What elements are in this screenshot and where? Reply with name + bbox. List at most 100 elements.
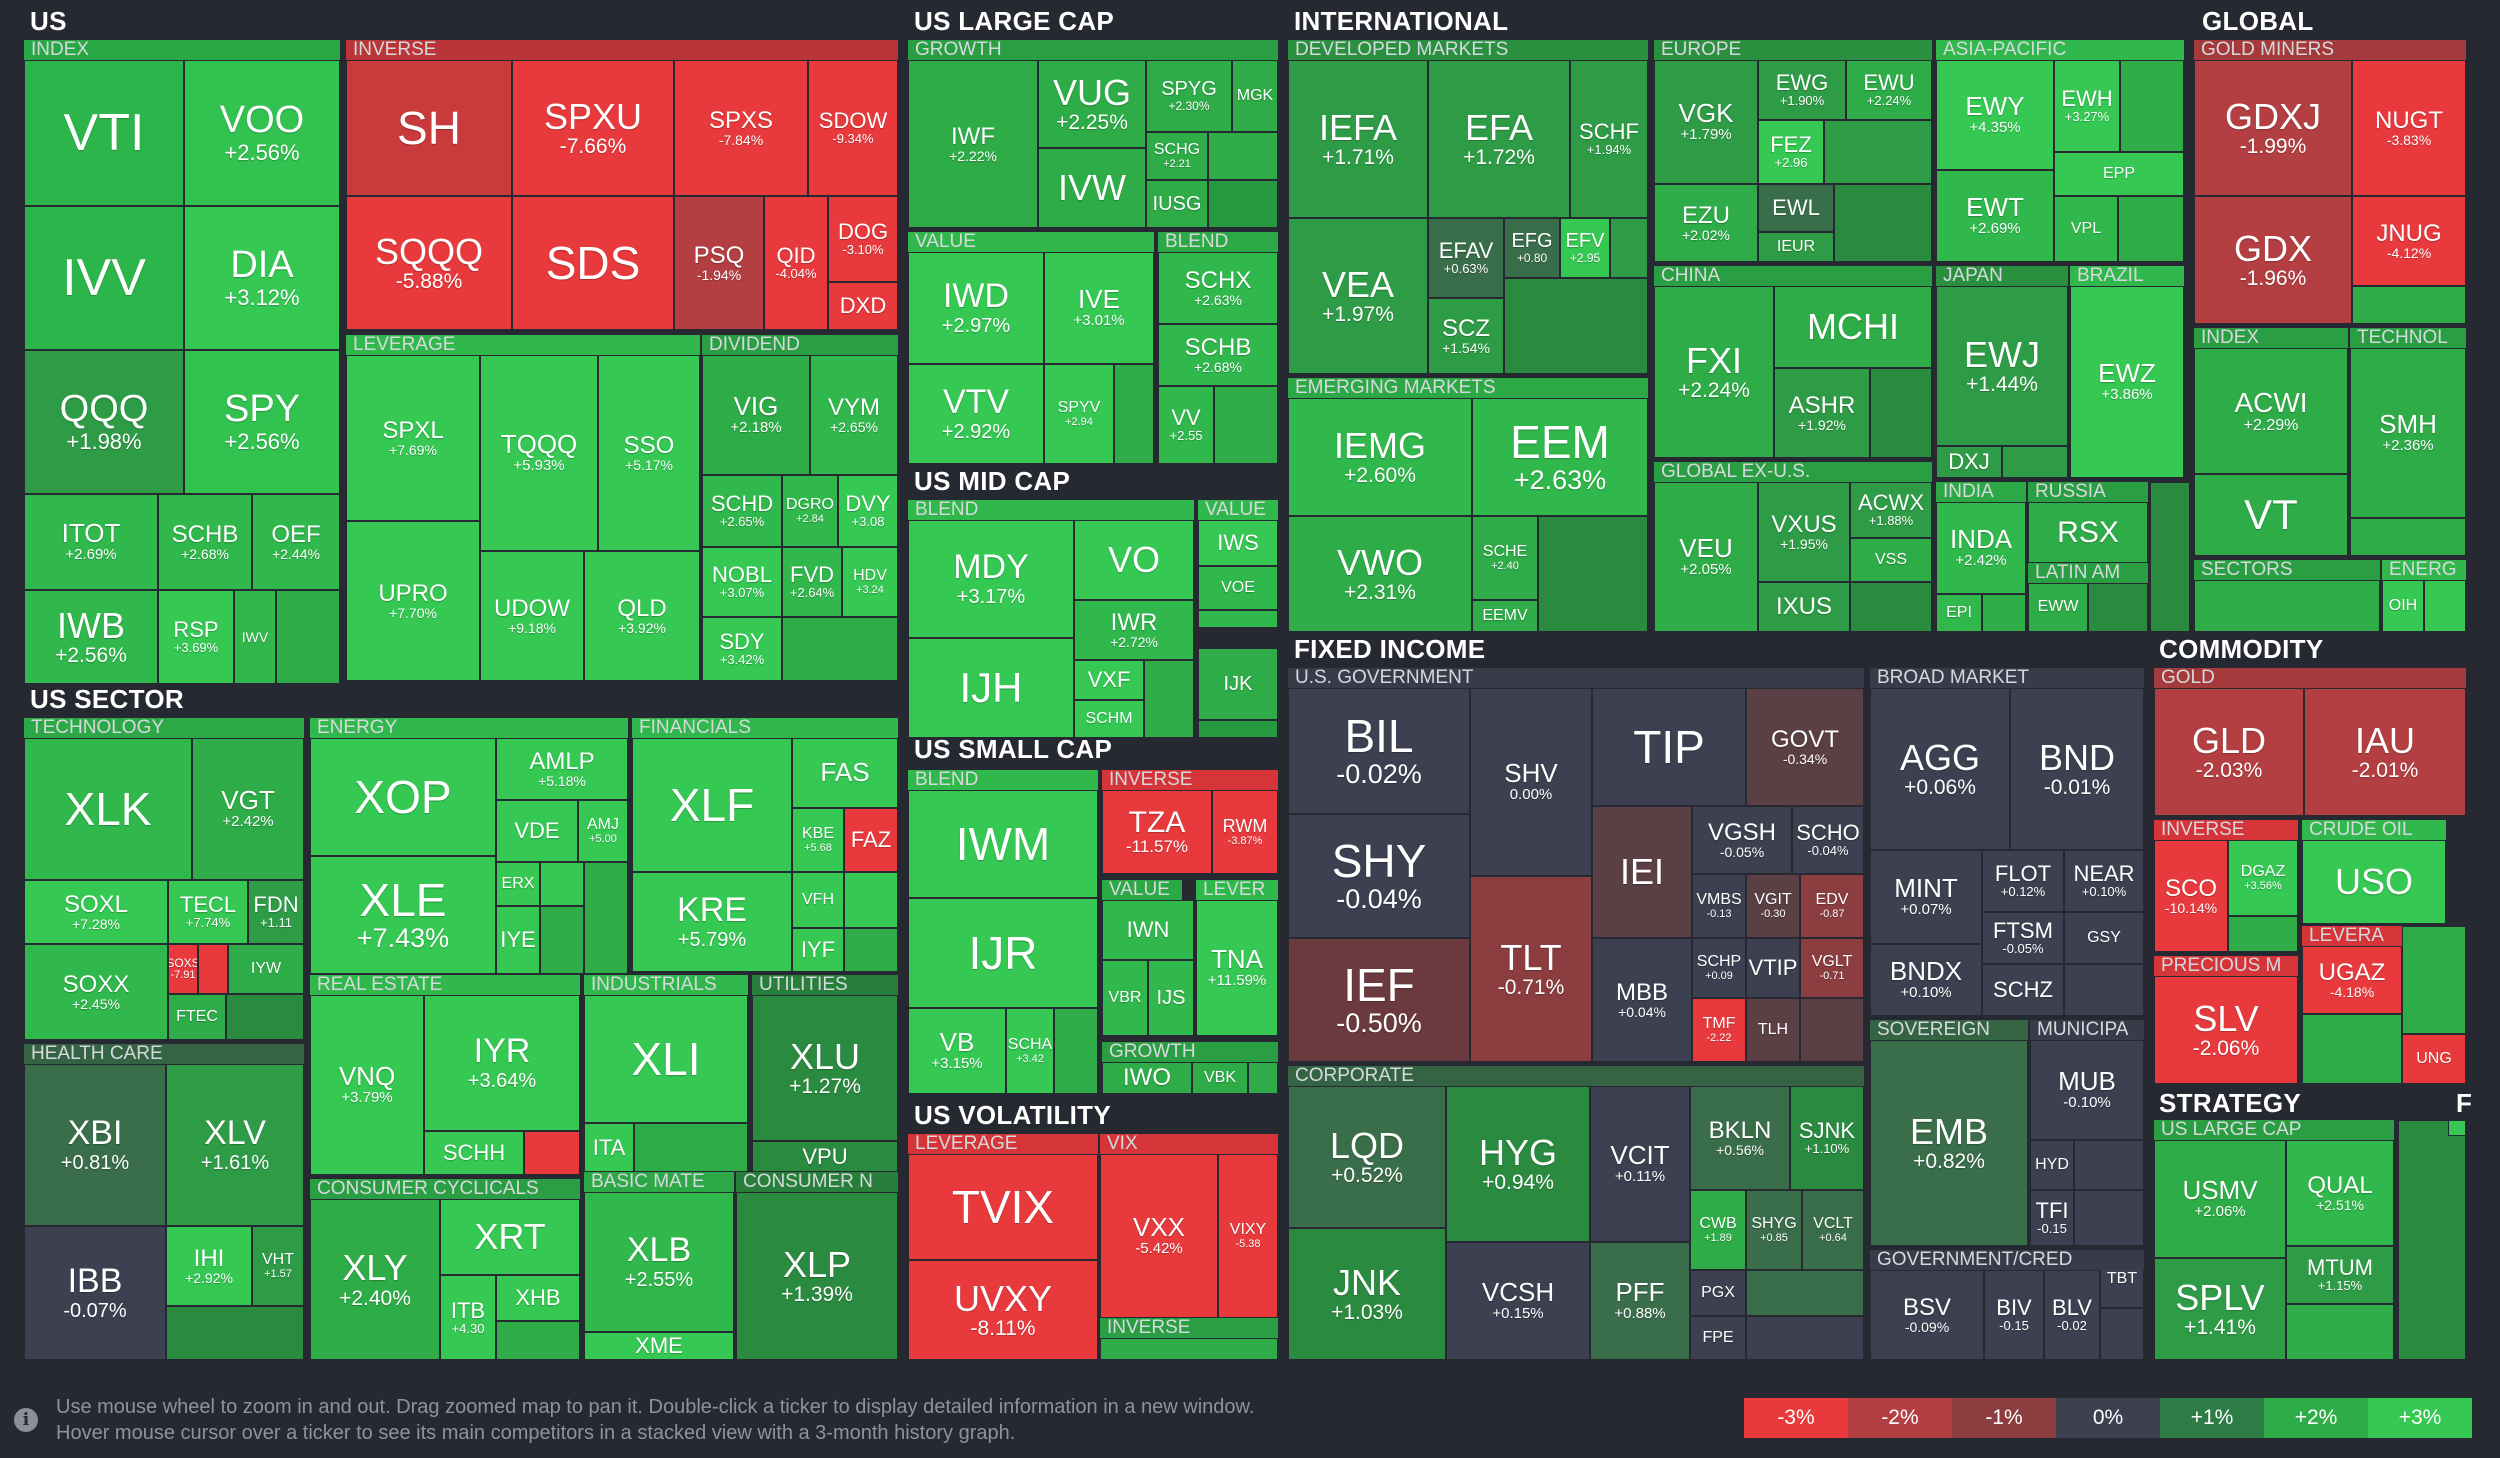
- ticker-vig[interactable]: VIG +2.18%: [702, 355, 810, 475]
- ticker-cell[interactable]: [2286, 1304, 2394, 1360]
- ticker-cell[interactable]: [1198, 610, 1278, 628]
- ticker-dxd[interactable]: DXD: [828, 282, 898, 330]
- ticker-soxl[interactable]: SOXL +7.28%: [24, 880, 168, 944]
- ticker-cell[interactable]: [1870, 368, 1932, 458]
- ticker-fpe[interactable]: FPE: [1690, 1316, 1746, 1360]
- ticker-spyg[interactable]: SPYG +2.30%: [1146, 60, 1232, 132]
- ticker-sdy[interactable]: SDY +3.42%: [702, 617, 782, 681]
- ticker-mdy[interactable]: MDY +3.17%: [908, 520, 1074, 638]
- ticker-flot[interactable]: FLOT +0.12%: [1982, 850, 2064, 912]
- ticker-ftec[interactable]: FTEC: [168, 994, 226, 1040]
- ticker-sh[interactable]: SH: [346, 60, 512, 196]
- ticker-ieur[interactable]: IEUR: [1758, 232, 1834, 262]
- ticker-hyd[interactable]: HYD: [2030, 1140, 2074, 1190]
- ticker-iefa[interactable]: IEFA +1.71%: [1288, 60, 1428, 218]
- ticker-nobl[interactable]: NOBL +3.07%: [702, 547, 782, 617]
- ticker-pgx[interactable]: PGX: [1690, 1270, 1746, 1316]
- ticker-psq[interactable]: PSQ -1.94%: [674, 196, 764, 330]
- ticker-epp[interactable]: EPP: [2054, 152, 2184, 196]
- ticker-rwm[interactable]: RWM -3.87%: [1212, 790, 1278, 874]
- ticker-efav[interactable]: EFAV +0.63%: [1428, 218, 1504, 298]
- ticker-dog[interactable]: DOG -3.10%: [828, 196, 898, 282]
- ticker-soxs[interactable]: SOXS -7.91: [168, 944, 198, 994]
- ticker-cell[interactable]: [1746, 1270, 1864, 1316]
- ticker-cell[interactable]: [2302, 1014, 2402, 1084]
- ticker-schd[interactable]: SCHD +2.65%: [702, 475, 782, 547]
- ticker-vt[interactable]: VT: [2194, 474, 2348, 556]
- ticker-ewj[interactable]: EWJ +1.44%: [1936, 286, 2068, 446]
- ticker-amlp[interactable]: AMLP +5.18%: [496, 738, 628, 800]
- ticker-ewg[interactable]: EWG +1.90%: [1758, 60, 1846, 120]
- ticker-spxs[interactable]: SPXS -7.84%: [674, 60, 808, 196]
- ticker-iwb[interactable]: IWB +2.56%: [24, 590, 158, 684]
- ticker-vtip[interactable]: VTIP: [1746, 938, 1800, 998]
- ticker-vtv[interactable]: VTV +2.92%: [908, 364, 1044, 464]
- ticker-mtum[interactable]: MTUM +1.15%: [2286, 1246, 2394, 1304]
- ticker-cell[interactable]: [1198, 720, 1278, 738]
- ticker-vug[interactable]: VUG +2.25%: [1038, 60, 1146, 148]
- ticker-vwo[interactable]: VWO +2.31%: [1288, 516, 1472, 632]
- ticker-vv[interactable]: VV +2.55: [1158, 386, 1214, 464]
- ticker-shy[interactable]: SHY -0.04%: [1288, 814, 1470, 938]
- ticker-bsv[interactable]: BSV -0.09%: [1870, 1270, 1984, 1360]
- ticker-cell[interactable]: [2194, 580, 2380, 632]
- ticker-agg[interactable]: AGG +0.06%: [1870, 688, 2010, 850]
- ticker-emb[interactable]: EMB +0.82%: [1870, 1040, 2028, 1246]
- ticker-cell[interactable]: [198, 944, 228, 994]
- ticker-efv[interactable]: EFV +2.95: [1560, 218, 1610, 278]
- ticker-itb[interactable]: ITB +4.30: [440, 1275, 496, 1360]
- ticker-eem[interactable]: EEM +2.63%: [1472, 398, 1648, 516]
- ticker-kre[interactable]: KRE +5.79%: [632, 872, 792, 972]
- ticker-upro[interactable]: UPRO +7.70%: [346, 521, 480, 681]
- ticker-amj[interactable]: AMJ +5.00: [578, 800, 628, 862]
- ticker-dxj[interactable]: DXJ: [1936, 446, 2002, 478]
- ticker-itot[interactable]: ITOT +2.69%: [24, 494, 158, 590]
- ticker-dia[interactable]: DIA +3.12%: [184, 206, 340, 350]
- ticker-schb[interactable]: SCHB +2.68%: [1158, 324, 1278, 386]
- ticker-tmf[interactable]: TMF -2.22: [1692, 998, 1746, 1062]
- ticker-fdn[interactable]: FDN +1.11: [248, 880, 304, 944]
- ticker-cell[interactable]: [540, 862, 584, 906]
- ticker-cell[interactable]: [2228, 916, 2298, 952]
- ticker-vss[interactable]: VSS: [1850, 538, 1932, 582]
- ticker-cell[interactable]: [2424, 580, 2466, 632]
- ticker-cell[interactable]: [226, 994, 304, 1040]
- ticker-cell[interactable]: [1208, 180, 1278, 228]
- ticker-vea[interactable]: VEA +1.97%: [1288, 218, 1428, 374]
- ticker-fxi[interactable]: FXI +2.24%: [1654, 286, 1774, 458]
- ticker-ihi[interactable]: IHI +2.92%: [166, 1226, 252, 1306]
- ticker-iwn[interactable]: IWN: [1102, 900, 1194, 960]
- ticker-lqd[interactable]: LQD +0.52%: [1288, 1086, 1446, 1228]
- ticker-schx[interactable]: SCHX +2.63%: [1158, 252, 1278, 324]
- ticker-ugaz[interactable]: UGAZ -4.18%: [2302, 946, 2402, 1014]
- ticker-ashr[interactable]: ASHR +1.92%: [1774, 368, 1870, 458]
- ticker-edv[interactable]: EDV -0.87: [1800, 874, 1864, 938]
- ticker-vixy[interactable]: VIXY -5.38: [1218, 1154, 1278, 1318]
- ticker-spxl[interactable]: SPXL +7.69%: [346, 355, 480, 521]
- ticker-ewy[interactable]: EWY +4.35%: [1936, 60, 2054, 170]
- ticker-cell[interactable]: [782, 617, 898, 681]
- ticker-iwv[interactable]: IWV: [234, 590, 276, 684]
- ticker-fvd[interactable]: FVD +2.64%: [782, 547, 842, 617]
- ticker-vym[interactable]: VYM +2.65%: [810, 355, 898, 475]
- ticker-vfh[interactable]: VFH: [792, 872, 844, 928]
- ticker-cell[interactable]: [1114, 364, 1154, 464]
- ticker-cell[interactable]: [1610, 218, 1648, 278]
- ticker-cell[interactable]: [2402, 926, 2466, 1034]
- ticker-sds[interactable]: SDS: [512, 196, 674, 330]
- ticker-mub[interactable]: MUB -0.10%: [2030, 1040, 2144, 1140]
- ticker-vo[interactable]: VO: [1074, 520, 1194, 600]
- ticker-tlh[interactable]: TLH: [1746, 998, 1800, 1062]
- ticker-kbe[interactable]: KBE +5.68: [792, 808, 844, 872]
- ticker-gsy[interactable]: GSY: [2064, 912, 2144, 964]
- ticker-schz[interactable]: SCHZ: [1982, 964, 2064, 1016]
- ticker-iei[interactable]: IEI: [1592, 806, 1692, 938]
- ticker-vbk[interactable]: VBK: [1192, 1062, 1248, 1094]
- ticker-gld[interactable]: GLD -2.03%: [2154, 688, 2304, 816]
- ticker-udow[interactable]: UDOW +9.18%: [480, 551, 584, 681]
- ticker-vglt[interactable]: VGLT -0.71: [1800, 938, 1864, 998]
- ticker-tfi[interactable]: TFI -0.15: [2030, 1190, 2074, 1246]
- ticker-cell[interactable]: [276, 590, 340, 684]
- ticker-iwm[interactable]: IWM: [908, 790, 1098, 898]
- ticker-dgro[interactable]: DGRO +2.84: [782, 475, 838, 547]
